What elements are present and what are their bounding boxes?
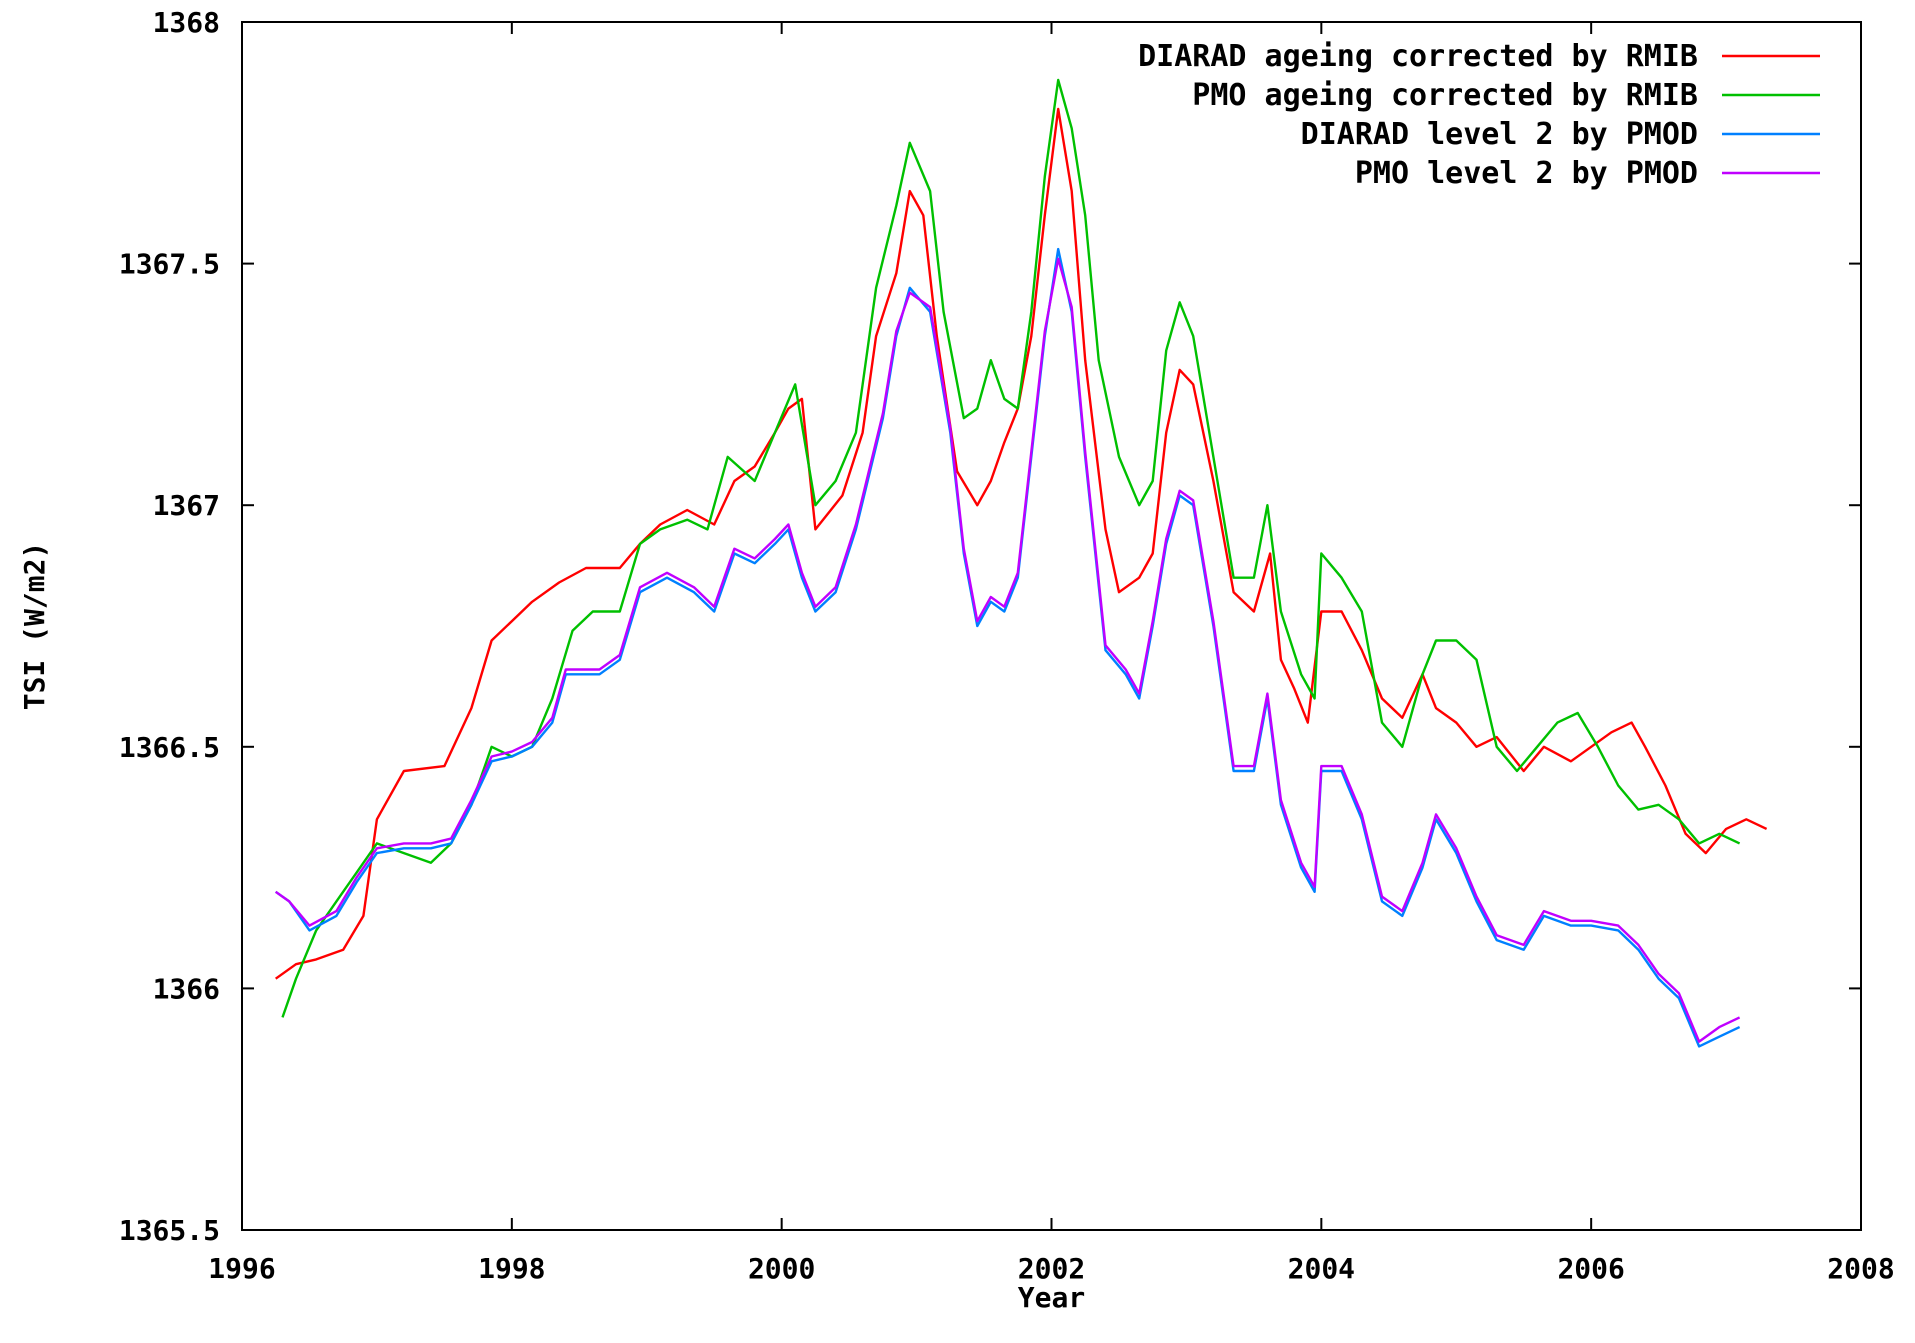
x-tick-label: 1998: [478, 1252, 545, 1285]
x-tick-label: 2006: [1557, 1252, 1624, 1285]
y-tick-label: 1365.5: [119, 1214, 220, 1247]
y-tick-label: 1366.5: [119, 731, 220, 764]
legend-label-2: PMO ageing corrected by RMIB: [1192, 78, 1698, 113]
x-tick-label: 2004: [1288, 1252, 1355, 1285]
x-axis-title: Year: [1018, 1281, 1085, 1314]
x-axis: 1996 1998 2000 2002 2004 2006 2008: [208, 22, 1895, 1285]
y-axis: 1365.5 1366 1366.5 1367 1367.5 1368: [119, 6, 1861, 1247]
y-axis-title: TSI (W/m2): [18, 542, 51, 711]
y-tick-label: 1368: [153, 6, 220, 39]
series-line-3: [275, 247, 1741, 1048]
x-tick-label: 2008: [1827, 1252, 1894, 1285]
series-line-4: [275, 257, 1741, 1043]
legend-label-4: PMO level 2 by PMOD: [1355, 156, 1698, 191]
series-group: [275, 78, 1768, 1048]
plot-frame: [241, 21, 1862, 1231]
legend-label-3: DIARAD level 2 by PMOD: [1301, 117, 1698, 152]
legend: DIARAD ageing corrected by RMIB PMO agein…: [1138, 39, 1820, 191]
y-tick-label: 1367: [153, 489, 220, 522]
y-tick-label: 1367.5: [119, 248, 220, 281]
series-line-2: [281, 78, 1741, 1018]
series-line-1: [275, 107, 1768, 980]
legend-label-1: DIARAD ageing corrected by RMIB: [1138, 39, 1698, 74]
y-tick-label: 1366: [153, 972, 220, 1005]
plot-border: [241, 21, 1862, 1231]
x-tick-label: 2000: [748, 1252, 815, 1285]
x-tick-label: 1996: [208, 1252, 275, 1285]
x-tick-label: 2002: [1018, 1252, 1085, 1285]
